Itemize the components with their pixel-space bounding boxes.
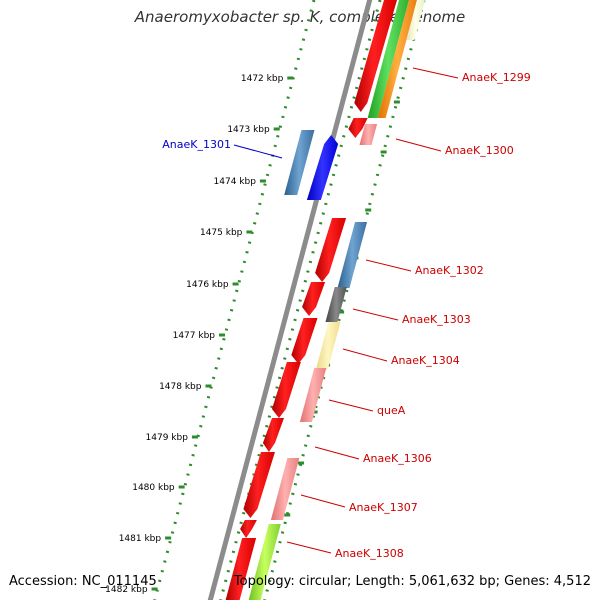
ruler-label: 1472 kbp [241,74,284,84]
gene-1308-lime[interactable] [248,524,281,600]
outer-dots [263,0,426,600]
leader-line [395,138,442,152]
gene-label-anaek_1307[interactable]: AnaeK_1307 [349,501,418,514]
gene-1308-red-b[interactable] [225,538,257,600]
gene-label-anaek_1306[interactable]: AnaeK_1306 [363,452,432,465]
leader-line [342,348,388,362]
gene-label-anaek_1303[interactable]: AnaeK_1303 [402,313,471,326]
gene-label-anaek_1300[interactable]: AnaeK_1300 [445,144,514,157]
gene-pale-top[interactable] [406,0,425,40]
gene-1302-red[interactable] [315,218,347,282]
ruler-label: 1482 kbp [105,585,148,595]
ruler-label: 1480 kbp [132,483,175,493]
gene-queA-pink[interactable] [299,368,327,422]
gene-queA-red[interactable] [271,362,301,418]
gene-label-quea[interactable]: queA [377,404,406,417]
ruler-dots [153,0,316,600]
gene-1301-blue[interactable] [306,135,339,200]
track-guides [153,0,426,600]
ruler-label: 1478 kbp [159,382,202,392]
ruler-label: 1477 kbp [173,331,216,341]
gene-1307-red[interactable] [243,452,275,518]
gene-1302-steel[interactable] [337,222,368,288]
leader-line [300,494,346,508]
gene-1306-red[interactable] [262,418,284,452]
gene-1300-pink[interactable] [359,124,378,145]
ruler-label: 1473 kbp [227,125,270,135]
leader-line [365,259,412,272]
gene-label-anaek_1299[interactable]: AnaeK_1299 [462,71,531,84]
ruler-label: 1475 kbp [200,228,243,238]
gene-label-anaek_1304[interactable]: AnaeK_1304 [391,354,460,367]
ruler-label: 1476 kbp [186,280,229,290]
genome-summary-text: Topology: circular; Length: 5,061,632 bp… [233,574,591,589]
ruler-label: 1479 kbp [146,433,189,443]
gene-1299-red[interactable] [354,0,397,112]
genome-backbone [207,0,373,600]
gene-green-top[interactable] [367,0,409,118]
gene-labels: AnaeK_1299 AnaeK_1300 AnaeK_1301 AnaeK_1302… [162,67,531,560]
gene-1304-yellow[interactable] [315,322,341,370]
gene-1307-pink[interactable] [270,458,300,520]
leader-line [328,399,374,412]
ruler-label: 1481 kbp [119,534,162,544]
leader-line [286,541,332,554]
gene-label-anaek_1308[interactable]: AnaeK_1308 [335,547,404,560]
gene-1308-red-a[interactable] [240,520,257,538]
leader-line [233,144,283,159]
gene-1300-red[interactable] [348,118,368,138]
gene-1301-steel[interactable] [284,130,315,195]
gene-label-anaek_1302[interactable]: AnaeK_1302 [415,264,484,277]
gene-1304-red[interactable] [291,318,318,364]
gene-label-anaek_1301[interactable]: AnaeK_1301 [162,138,231,151]
inner-dots [219,0,382,600]
leader-line [314,446,360,460]
leader-line [412,67,459,79]
coordinate-ruler: 1472 kbp 1473 kbp 1474 kbp 1475 kbp 1476 kbp… [105,74,294,595]
gene-features [225,0,425,600]
gene-1303-red[interactable] [302,282,326,316]
accession-text: Accession: NC_011145 [9,574,157,589]
gene-1303-gray[interactable] [325,287,347,322]
ruler-label: 1474 kbp [214,177,257,187]
leader-line [352,308,399,321]
gene-orange-top[interactable] [377,0,417,118]
